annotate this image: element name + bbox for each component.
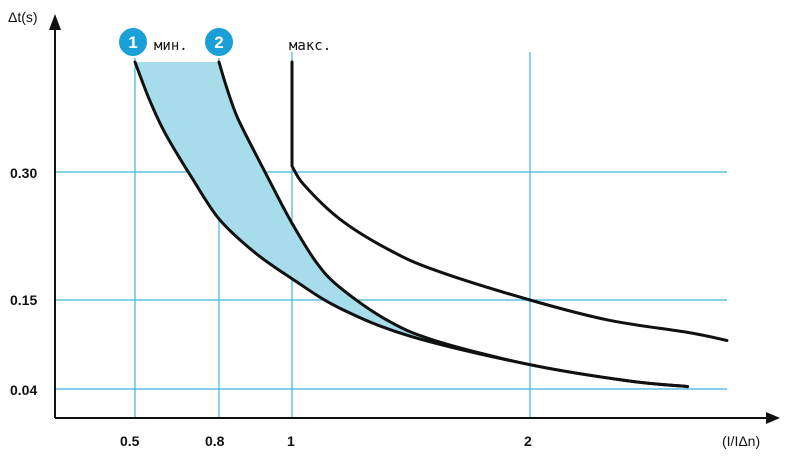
x-tick-label: 2 bbox=[524, 433, 532, 449]
marker-1-text: 1 bbox=[128, 33, 137, 52]
x-axis-arrow-icon bbox=[766, 412, 780, 424]
x-axis-label: (I/IΔn) bbox=[722, 433, 760, 449]
y-axis-label: Δt(s) bbox=[8, 9, 38, 25]
y-tick-label: 0.15 bbox=[10, 292, 37, 308]
marker-2-text: 2 bbox=[214, 33, 223, 52]
y-tick-label: 0.04 bbox=[10, 382, 37, 398]
x-tick-label: 1 bbox=[287, 433, 295, 449]
max-label: макс. bbox=[289, 38, 331, 54]
y-tick-label: 0.30 bbox=[10, 165, 37, 181]
x-tick-label: 0.8 bbox=[205, 433, 225, 449]
x-tick-label: 0.5 bbox=[120, 433, 140, 449]
marker-1: 1 bbox=[118, 27, 148, 57]
y-axis-arrow-icon bbox=[49, 14, 61, 30]
marker-2: 2 bbox=[204, 27, 234, 57]
series-line-curve-max bbox=[292, 62, 727, 341]
min-label: мин. bbox=[154, 38, 188, 54]
